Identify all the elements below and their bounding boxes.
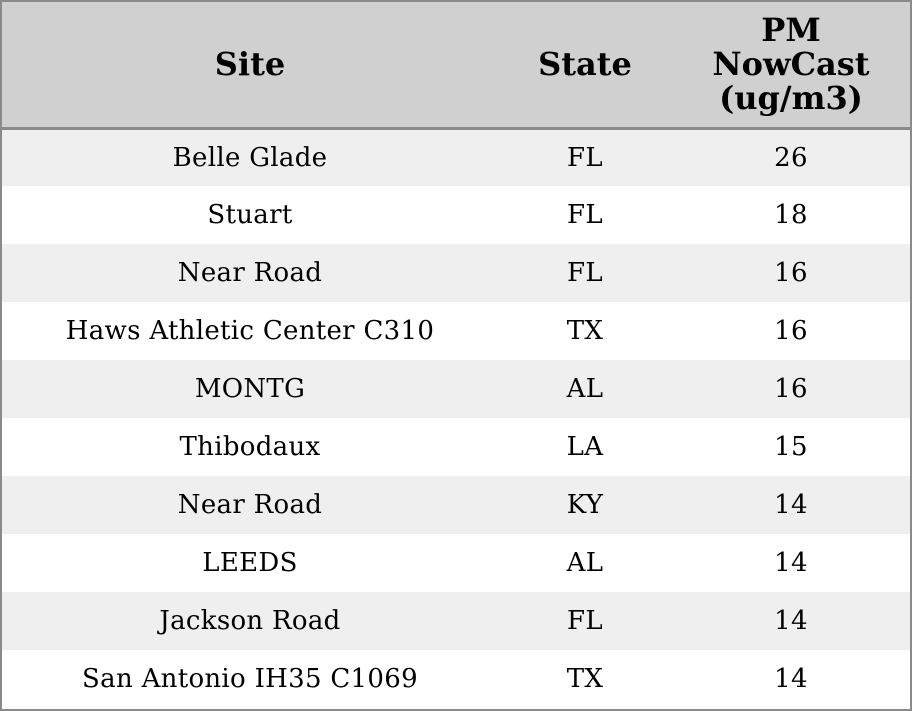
cell-pm: 16 [774, 258, 808, 288]
table-row: San Antonio IH35 C1069 TX 14 [2, 650, 910, 708]
table-row: Stuart FL 18 [2, 186, 910, 244]
table-row: Haws Athletic Center C310 TX 16 [2, 302, 910, 360]
cell-pm: 18 [774, 200, 808, 230]
table-row: LEEDS AL 14 [2, 534, 910, 592]
cell-pm: 14 [774, 606, 808, 636]
table-header-row: Site State PM NowCast (ug/m3) [2, 2, 910, 130]
cell-pm: 14 [774, 490, 808, 520]
cell-pm: 16 [774, 316, 808, 346]
cell-site: Belle Glade [172, 142, 328, 173]
header-pm-line-1: PM [761, 11, 821, 50]
cell-state: FL [567, 142, 603, 173]
cell-state: KY [566, 490, 604, 520]
cell-state: TX [566, 664, 604, 694]
cell-site: Near Road [177, 258, 323, 288]
table-row: Near Road FL 16 [2, 244, 910, 302]
header-pm-nowcast: PM NowCast (ug/m3) [672, 2, 910, 130]
cell-pm: 14 [774, 664, 808, 694]
table-row: Near Road KY 14 [2, 476, 910, 534]
cell-site: LEEDS [202, 548, 298, 578]
cell-site: MONTG [194, 374, 306, 404]
cell-state: FL [567, 606, 603, 636]
cell-state: AL [566, 548, 604, 578]
cell-site: Haws Athletic Center C310 [65, 316, 435, 346]
header-state: State [498, 2, 672, 130]
table-row: MONTG AL 16 [2, 360, 910, 418]
header-site: Site [2, 2, 498, 130]
table-row: Belle Glade FL 26 [2, 128, 910, 186]
cell-pm: 14 [774, 548, 808, 578]
table-row: Thibodaux LA 15 [2, 418, 910, 476]
cell-site: Jackson Road [159, 606, 341, 636]
cell-site: San Antonio IH35 C1069 [82, 664, 418, 694]
cell-state: LA [566, 432, 604, 462]
cell-state: FL [567, 258, 603, 288]
cell-site: Thibodaux [179, 432, 321, 462]
cell-site: Stuart [207, 200, 293, 230]
cell-pm: 16 [774, 374, 808, 404]
table-row: Jackson Road FL 14 [2, 592, 910, 650]
cell-state: TX [566, 316, 604, 346]
header-pm-line-3: (ug/m3) [719, 79, 863, 118]
cell-site: Near Road [177, 490, 323, 520]
cell-pm: 26 [774, 142, 808, 173]
cell-pm: 15 [774, 432, 808, 462]
header-pm-line-2: NowCast [712, 45, 870, 84]
cell-state: AL [566, 374, 604, 404]
cell-state: FL [567, 200, 603, 230]
